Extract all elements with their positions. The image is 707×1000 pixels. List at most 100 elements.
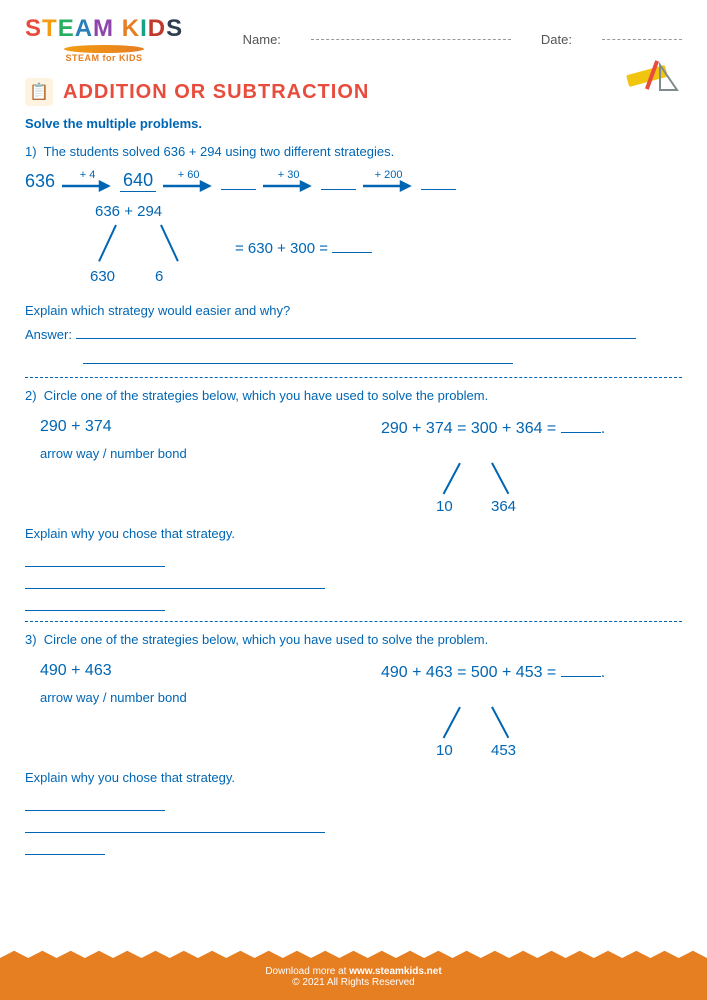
logo-text: STEAM KIDS [25,15,183,43]
right-expression-3: 490 + 463 = 500 + 453 = . [381,662,682,682]
bond-blank[interactable] [332,238,372,253]
problem-3: 3) Circle one of the strategies below, w… [25,632,682,855]
answer-line-1[interactable] [76,323,636,339]
bond2-left: 10 [436,498,453,515]
page-footer: Download more at www.steamkids.net © 202… [0,958,707,1000]
bond-eq-text: = 630 + 300 = [235,240,332,257]
bond3-left: 10 [436,742,453,759]
strategy-options-3[interactable]: arrow way / number bond [40,690,341,705]
logo: STEAM KIDS STEAM for KIDS [25,15,183,63]
date-label: Date: [541,32,572,47]
problem-2-question: Circle one of the strategies below, whic… [44,388,488,403]
name-input-line[interactable] [311,39,511,40]
logo-swoosh-icon [64,45,144,53]
bond-line-icon [491,707,509,739]
answer-line[interactable] [25,593,165,611]
title-row: 📋 ADDITION OR SUBTRACTION [0,73,707,111]
number-bond-2: 10 364 [381,443,682,518]
bond-top: 636 + 294 [95,203,162,220]
problem-2-text: 2) Circle one of the strategies below, w… [25,388,682,403]
bond-left: 630 [90,268,115,285]
answer-line[interactable] [25,549,165,567]
answer-line[interactable] [25,837,105,855]
bond-line-icon [443,463,461,495]
problem-1-question: The students solved 636 + 294 using two … [44,144,395,159]
bond-line-icon [491,463,509,495]
chain-start: 636 [25,171,55,192]
problem-1: 1) The students solved 636 + 294 using t… [25,144,682,367]
chain-blank-4[interactable] [421,172,456,190]
right-expr-text-2: 290 + 374 = 300 + 364 = [381,420,561,437]
problem-3-num: 3) [25,632,37,647]
arrow-icon [361,179,416,193]
answer-line-2[interactable] [83,348,513,364]
arrow-icon [261,179,316,193]
arrow-step-4: + 200 [361,169,416,193]
expr-blank-3[interactable] [561,662,601,677]
problem-1-text: 1) The students solved 636 + 294 using t… [25,144,682,159]
arrow-step-3: + 30 [261,169,316,193]
arrow-icon [60,179,115,193]
ruler-pencil-icon [622,55,682,100]
right-expression-2: 290 + 374 = 300 + 364 = . [381,418,682,438]
explain-prompt-1: Explain which strategy would easier and … [25,303,682,318]
name-date-fields: Name: Date: [203,32,682,47]
answer-label: Answer: [25,327,72,342]
problem-2: 2) Circle one of the strategies below, w… [25,388,682,611]
right-expr-text-3: 490 + 463 = 500 + 453 = [381,664,561,681]
chain-result-1: 640 [120,170,156,192]
problem-2-num: 2) [25,388,37,403]
bond-line-icon [443,707,461,739]
problem-2-left: 290 + 374 arrow way / number bond [25,413,341,518]
footer-download: Download more at www.steamkids.net [0,966,707,977]
name-label: Name: [243,32,281,47]
problem-3-text: 3) Circle one of the strategies below, w… [25,632,682,647]
problem-3-question: Circle one of the strategies below, whic… [44,632,488,647]
answer-line[interactable] [25,571,325,589]
number-bond-1: 636 + 294 630 6 = 630 + 300 = [65,203,682,293]
answer-line[interactable] [25,815,325,833]
problem-3-left: 490 + 463 arrow way / number bond [25,657,341,762]
page-header: STEAM KIDS STEAM for KIDS Name: Date: [0,0,707,73]
worksheet-icon: 📋 [25,78,53,106]
problem-2-columns: 290 + 374 arrow way / number bond 290 + … [25,413,682,518]
footer-wave-icon [0,946,707,958]
bond-right: 6 [155,268,163,285]
period: . [601,420,605,437]
separator [25,377,682,378]
footer-url[interactable]: www.steamkids.net [349,966,441,977]
page-title: ADDITION OR SUBTRACTION [63,81,369,104]
footer-download-text: Download more at [265,966,346,977]
answer-row: Answer: [25,323,682,342]
problem-2-right: 290 + 374 = 300 + 364 = . 10 364 [381,413,682,518]
arrow-chain: 636 + 4 640 + 60 + 30 + 200 [25,169,682,193]
bond-line-icon [98,225,116,262]
explain-prompt-3: Explain why you chose that strategy. [25,770,682,785]
logo-subtitle: STEAM for KIDS [66,53,143,63]
expr-blank-2[interactable] [561,418,601,433]
arrow-icon [161,179,216,193]
strategy-options-2[interactable]: arrow way / number bond [40,446,341,461]
period: . [601,664,605,681]
bond3-right: 453 [491,742,516,759]
explain-prompt-2: Explain why you chose that strategy. [25,526,682,541]
answer-lines-3 [25,793,682,855]
left-expression-3: 490 + 463 [40,662,341,680]
problem-3-right: 490 + 463 = 500 + 453 = . 10 453 [381,657,682,762]
problem-1-num: 1) [25,144,37,159]
answer-lines-2 [25,549,682,611]
date-input-line[interactable] [602,39,682,40]
left-expression-2: 290 + 374 [40,418,341,436]
chain-blank-3[interactable] [321,172,356,190]
bond-line-icon [160,225,178,262]
chain-blank-2[interactable] [221,172,256,190]
number-bond-3: 10 453 [381,687,682,762]
footer-copyright: © 2021 All Rights Reserved [0,977,707,988]
problem-3-columns: 490 + 463 arrow way / number bond 490 + … [25,657,682,762]
worksheet-content: 1) The students solved 636 + 294 using t… [0,131,707,864]
bond-equation: = 630 + 300 = [235,238,372,257]
separator [25,621,682,622]
arrow-step-1: + 4 [60,169,115,193]
answer-line[interactable] [25,793,165,811]
arrow-step-2: + 60 [161,169,216,193]
